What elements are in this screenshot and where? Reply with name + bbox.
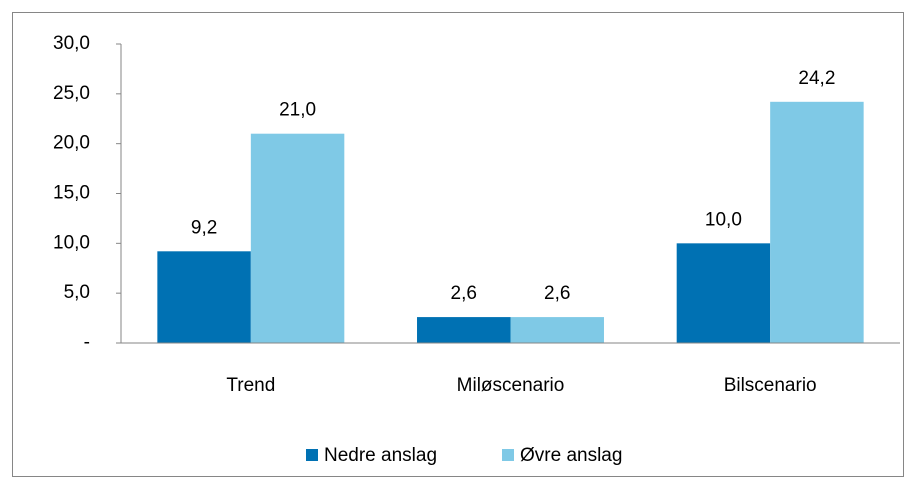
data-label: 2,6 — [544, 283, 570, 304]
y-tick-label: 5,0 — [64, 282, 90, 303]
legend-label: Øvre anslag — [520, 445, 622, 466]
x-tick-label: Trend — [226, 375, 275, 396]
bar — [250, 133, 345, 343]
data-label: 24,2 — [798, 68, 835, 89]
y-tick-label: 10,0 — [53, 232, 90, 253]
y-tick-label: 30,0 — [53, 33, 90, 54]
y-tick-label: 25,0 — [53, 83, 90, 104]
y-tick-label: 15,0 — [53, 183, 90, 204]
bar — [676, 243, 771, 343]
data-label: 21,0 — [279, 100, 316, 121]
bar — [770, 101, 864, 343]
data-label: 9,2 — [191, 217, 217, 238]
bar — [510, 317, 604, 343]
legend-swatch — [502, 449, 514, 461]
data-label: 10,0 — [705, 209, 742, 230]
bar — [157, 251, 251, 343]
legend-swatch — [306, 449, 318, 461]
bar — [417, 317, 511, 343]
legend-label: Nedre anslag — [324, 445, 437, 466]
data-label: 2,6 — [451, 283, 477, 304]
x-tick-label: Miløscenario — [457, 375, 565, 396]
y-tick-label: 20,0 — [53, 133, 90, 154]
x-tick-label: Bilscenario — [724, 375, 817, 396]
y-tick-label: - — [84, 332, 90, 353]
